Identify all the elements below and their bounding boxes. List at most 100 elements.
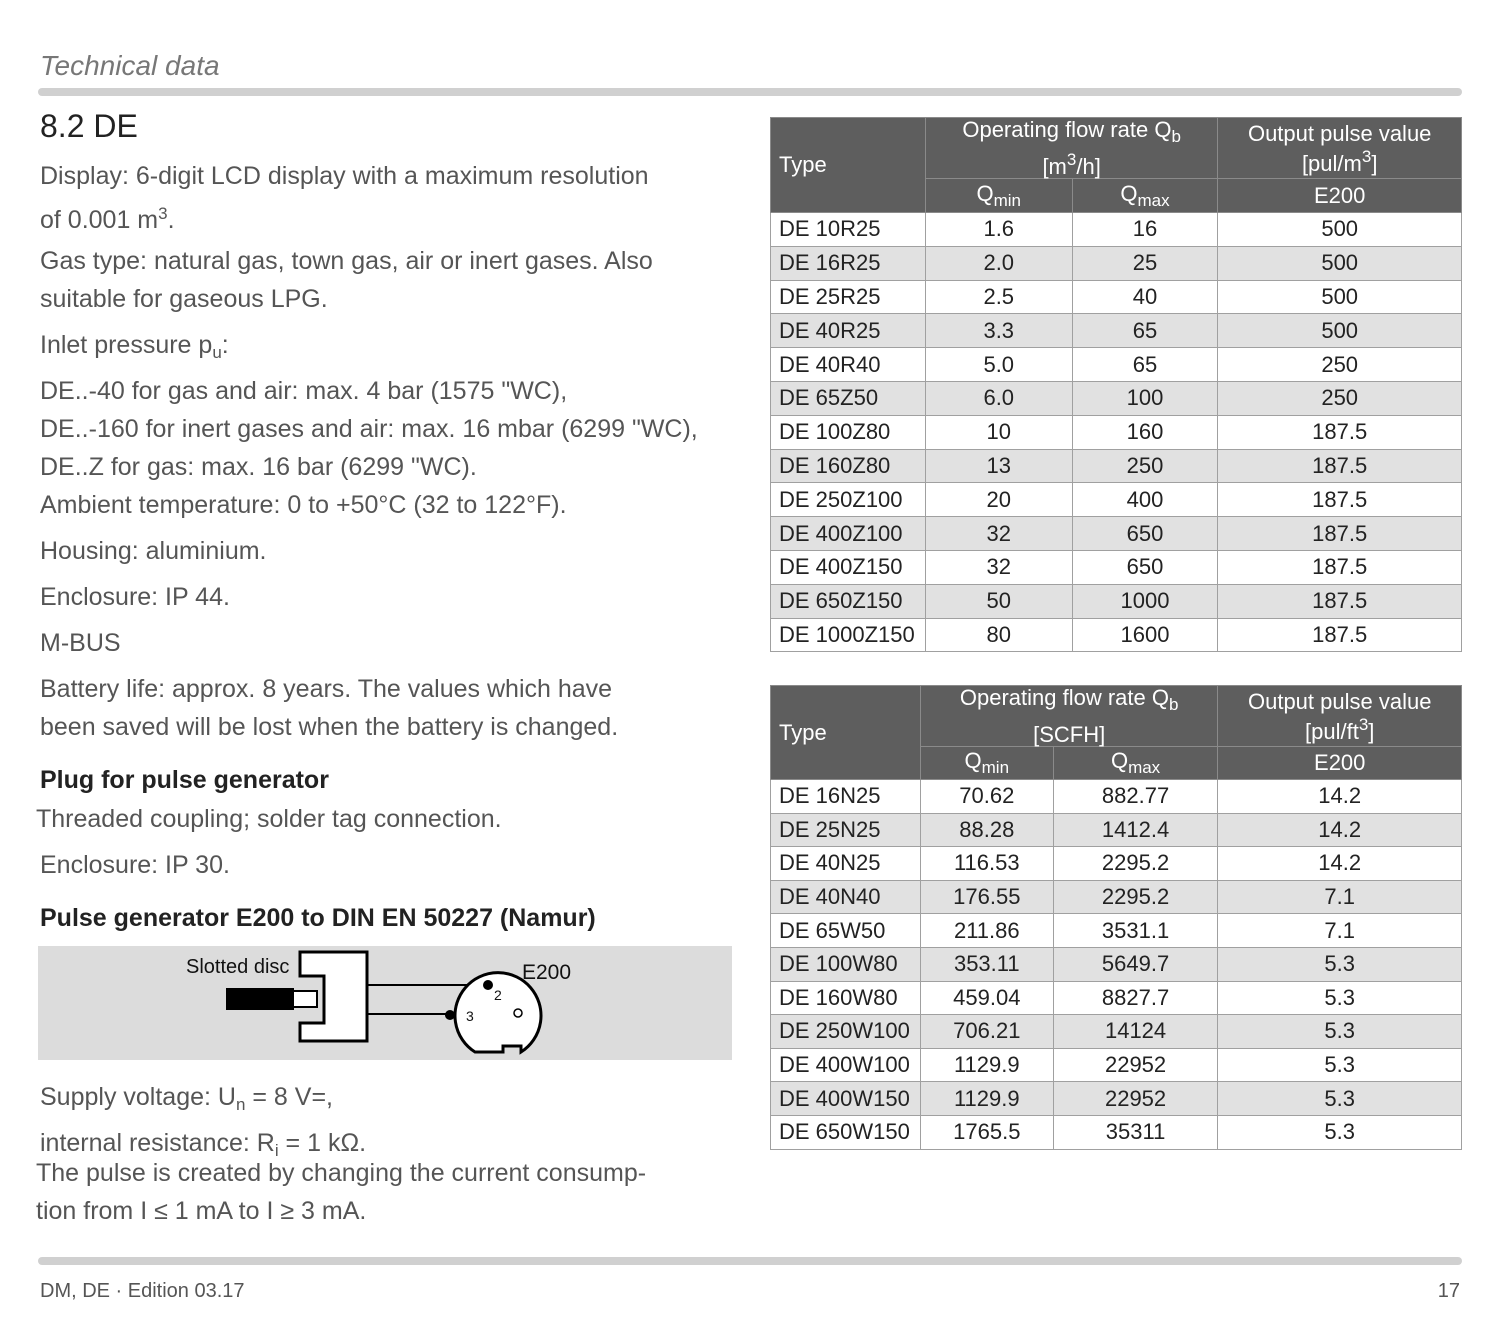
cell-qmin: 1.6 bbox=[924, 212, 1073, 247]
cell-qmax: 3531.1 bbox=[1052, 913, 1219, 948]
cell-qmin: 5.0 bbox=[924, 347, 1073, 382]
cell-type: DE 1000Z150 bbox=[770, 617, 926, 653]
cell-qmax: 1412.4 bbox=[1052, 812, 1219, 848]
ambient-text: Ambient temperature: 0 to +50°C (32 to 1… bbox=[40, 491, 567, 519]
cell-qmax: 2295.2 bbox=[1052, 846, 1219, 881]
e200-label: E200 bbox=[522, 961, 571, 984]
cell-e200: 187.5 bbox=[1217, 516, 1462, 551]
cell-qmax: 250 bbox=[1071, 448, 1219, 484]
header-output-pulse: Output pulse value [pul/ft3] bbox=[1217, 685, 1462, 747]
inlet-pressure-text: Inlet pressure pu: DE..-40 for gas and a… bbox=[40, 326, 698, 486]
cell-type: DE 650W150 bbox=[770, 1114, 921, 1150]
cell-qmax: 35311 bbox=[1052, 1114, 1219, 1150]
table-row: DE 250Z100 20 400 187.5 bbox=[770, 482, 1462, 518]
table-row: DE 65W50 211.86 3531.1 7.1 bbox=[770, 913, 1462, 948]
text-line: of 0.001 m3. bbox=[40, 204, 175, 234]
display-text: Display: 6-digit LCD display with a maxi… bbox=[40, 157, 649, 239]
housing-text: Housing: aluminium. bbox=[40, 537, 267, 565]
mbus-text: M-BUS bbox=[40, 629, 121, 657]
enclosure2-text: Enclosure: IP 30. bbox=[40, 851, 230, 879]
diagram-svg: Slotted disc E200 2 3 bbox=[186, 950, 571, 1055]
cell-type: DE 100Z80 bbox=[770, 414, 926, 450]
supply-text: Supply voltage: Un = 8 V=, internal resi… bbox=[40, 1078, 366, 1170]
cell-e200: 5.3 bbox=[1217, 1047, 1462, 1083]
gas-type-text: Gas type: natural gas, town gas, air or … bbox=[40, 242, 653, 318]
cell-qmin: 10 bbox=[924, 414, 1073, 450]
cell-type: DE 40R40 bbox=[770, 347, 926, 382]
cell-e200: 14.2 bbox=[1217, 779, 1462, 814]
text-line: Supply voltage: Un = 8 V=, bbox=[40, 1083, 333, 1114]
cell-type: DE 65W50 bbox=[770, 913, 921, 948]
text-line: DE..Z for gas: max. 16 bar (6299 "WC). bbox=[40, 453, 477, 481]
cell-qmax: 25 bbox=[1071, 245, 1219, 281]
text-line: been saved will be lost when the battery… bbox=[40, 713, 619, 741]
cell-type: DE 650Z150 bbox=[770, 583, 926, 619]
header-flow-rate: Operating flow rate Qb [SCFH] bbox=[919, 685, 1219, 747]
cell-qmax: 1000 bbox=[1071, 583, 1219, 619]
cell-qmax: 650 bbox=[1071, 516, 1219, 551]
cell-type: DE 400W100 bbox=[770, 1047, 921, 1083]
cell-qmax: 22952 bbox=[1052, 1047, 1219, 1083]
cell-e200: 187.5 bbox=[1217, 482, 1462, 518]
cell-e200: 500 bbox=[1217, 279, 1462, 315]
header-e200: E200 bbox=[1217, 746, 1462, 780]
cell-type: DE 250Z100 bbox=[770, 482, 926, 518]
cell-e200: 7.1 bbox=[1217, 913, 1462, 948]
slotted-disc-label: Slotted disc bbox=[186, 956, 289, 978]
table-row: DE 65Z50 6.0 100 250 bbox=[770, 380, 1462, 416]
table-row: DE 16R25 2.0 25 500 bbox=[770, 245, 1462, 281]
table-row: DE 100W80 353.11 5649.7 5.3 bbox=[770, 946, 1462, 982]
cell-type: DE 16N25 bbox=[770, 779, 921, 814]
cell-qmin: 1765.5 bbox=[919, 1114, 1054, 1150]
cell-qmin: 353.11 bbox=[919, 946, 1054, 982]
text-line: suitable for gaseous LPG. bbox=[40, 285, 328, 313]
table-row: DE 40R25 3.3 65 500 bbox=[770, 313, 1462, 349]
cell-qmin: 211.86 bbox=[919, 913, 1054, 948]
cell-e200: 5.3 bbox=[1217, 1014, 1462, 1049]
table-row: DE 400Z100 32 650 187.5 bbox=[770, 516, 1462, 551]
cell-e200: 187.5 bbox=[1217, 448, 1462, 484]
text-line: DE..-160 for inert gases and air: max. 1… bbox=[40, 415, 698, 443]
pulse-heading: Pulse generator E200 to DIN EN 50227 (Na… bbox=[40, 904, 596, 932]
footer-rule bbox=[38, 1257, 1462, 1265]
cell-qmax: 22952 bbox=[1052, 1081, 1219, 1116]
cell-qmin: 70.62 bbox=[919, 779, 1054, 814]
cell-qmax: 65 bbox=[1071, 313, 1219, 349]
header-type: Type bbox=[770, 117, 926, 213]
text-line: Inlet pressure pu: bbox=[40, 331, 229, 362]
cell-type: DE 160Z80 bbox=[770, 448, 926, 484]
cell-e200: 250 bbox=[1217, 347, 1462, 382]
text-line: DE..-40 for gas and air: max. 4 bar (157… bbox=[40, 377, 568, 405]
table-row: DE 16N25 70.62 882.77 14.2 bbox=[770, 779, 1462, 814]
page-title: 8.2 DE bbox=[40, 108, 138, 144]
cell-type: DE 16R25 bbox=[770, 245, 926, 281]
cell-type: DE 40N25 bbox=[770, 846, 921, 881]
cell-e200: 14.2 bbox=[1217, 846, 1462, 881]
cell-e200: 5.3 bbox=[1217, 1081, 1462, 1116]
text-line: Display: 6-digit LCD display with a maxi… bbox=[40, 162, 649, 190]
cell-qmin: 116.53 bbox=[919, 846, 1054, 881]
pin3-label: 3 bbox=[466, 1008, 474, 1024]
header-qmax: Qmax bbox=[1052, 746, 1219, 780]
cell-qmin: 80 bbox=[924, 617, 1073, 653]
cell-qmax: 5649.7 bbox=[1052, 946, 1219, 982]
table-row: DE 400W150 1129.9 22952 5.3 bbox=[770, 1081, 1462, 1116]
cell-e200: 14.2 bbox=[1217, 812, 1462, 848]
footer-edition: DM, DE · Edition 03.17 bbox=[40, 1280, 245, 1302]
cell-e200: 5.3 bbox=[1217, 1114, 1462, 1150]
cell-qmin: 20 bbox=[924, 482, 1073, 518]
cell-e200: 7.1 bbox=[1217, 879, 1462, 915]
cell-type: DE 10R25 bbox=[770, 212, 926, 247]
battery-text: Battery life: approx. 8 years. The value… bbox=[40, 670, 618, 746]
cell-qmin: 176.55 bbox=[919, 879, 1054, 915]
section-header: Technical data bbox=[40, 50, 220, 81]
table-row: DE 40N40 176.55 2295.2 7.1 bbox=[770, 879, 1462, 915]
cell-qmax: 1600 bbox=[1071, 617, 1219, 653]
cell-type: DE 40R25 bbox=[770, 313, 926, 349]
text-line: tion from I ≤ 1 mA to I ≥ 3 mA. bbox=[36, 1197, 367, 1225]
header-qmax: Qmax bbox=[1071, 178, 1219, 213]
table-row: DE 25R25 2.5 40 500 bbox=[770, 279, 1462, 315]
cell-qmin: 459.04 bbox=[919, 980, 1054, 1016]
threaded-text: Threaded coupling; solder tag connection… bbox=[36, 805, 502, 833]
cell-qmax: 160 bbox=[1071, 414, 1219, 450]
